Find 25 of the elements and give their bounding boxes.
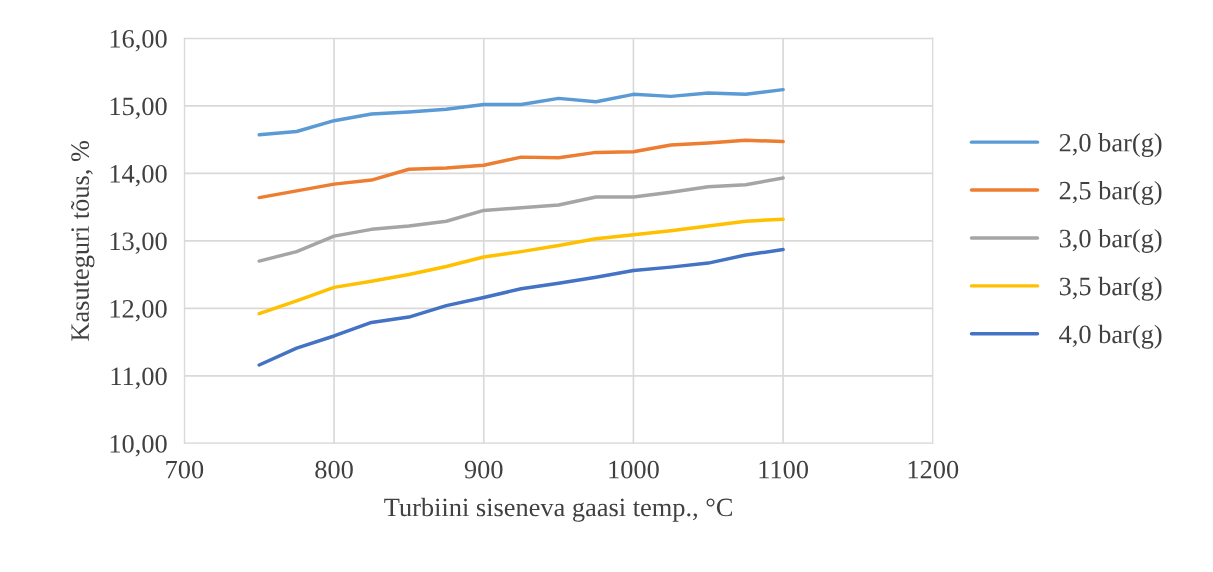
y-tick-label: 11,00 [111, 367, 167, 390]
legend-label: 3,0 bar(g) [1059, 228, 1162, 253]
x-tick-label: 900 [464, 460, 503, 479]
line-series [257, 217, 785, 316]
y-tick-label: 16,00 [110, 29, 167, 52]
x-tick-label: 1100 [759, 460, 808, 479]
y-tick-label: 13,00 [110, 232, 167, 255]
x-axis-title: Turbiini siseneva gaasi temp., °C [384, 497, 732, 522]
legend-label: 2,5 bar(g) [1059, 180, 1162, 205]
x-tick-label: 1200 [908, 460, 959, 479]
y-tick-label: 14,00 [110, 164, 167, 187]
line-series [257, 247, 785, 367]
y-tick-label: 10,00 [110, 434, 167, 457]
legend-label: 3,5 bar(g) [1059, 276, 1162, 301]
line-series [257, 176, 785, 263]
y-axis-title: Kasuteguri tõus, % [70, 140, 95, 341]
x-tick-label: 700 [166, 460, 204, 479]
legend-label: 2,0 bar(g) [1059, 133, 1162, 158]
line-series [257, 138, 785, 200]
x-tick-label: 1000 [609, 460, 659, 479]
line-series [257, 87, 785, 137]
y-tick-label: 15,00 [110, 97, 167, 120]
legend-label: 4,0 bar(g) [1059, 324, 1162, 349]
x-tick-label: 800 [315, 460, 353, 479]
y-tick-label: 12,00 [110, 299, 167, 322]
